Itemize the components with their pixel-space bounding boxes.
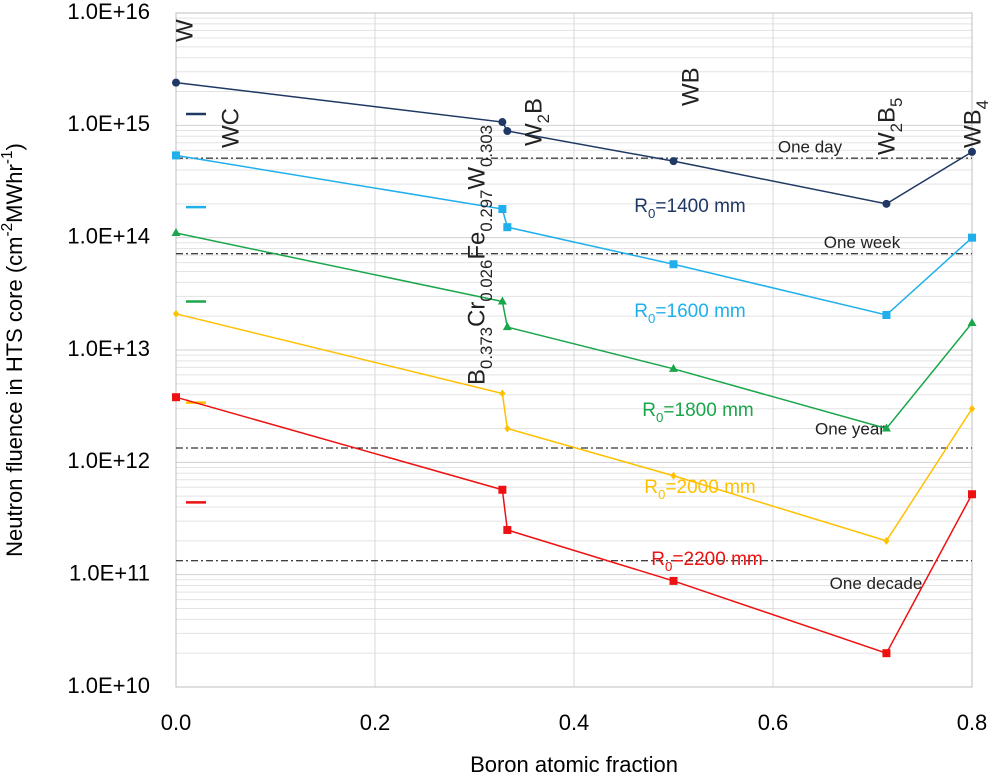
marker [882,199,891,208]
x-tick-label: 0.4 [559,710,590,735]
series-label: R0=1600 mm [634,301,745,326]
marker [669,157,678,166]
series-label: R0=1800 mm [642,400,753,425]
marker [669,260,678,269]
marker [498,204,507,213]
y-tick-label: 1.0E+13 [67,336,150,361]
marker [498,485,507,494]
x-tick-label: 0.0 [161,710,192,735]
compound-label: WB4 [959,100,990,148]
y-tick-label: 1.0E+16 [67,0,150,24]
marker [881,423,891,432]
marker [172,78,180,87]
marker [497,296,507,305]
marker [171,228,181,237]
marker [669,363,678,372]
marker [670,471,677,480]
marker [969,404,975,413]
marker [498,118,507,127]
series-label: R0=2000 mm [644,477,755,502]
y-tick-label: 1.0E+10 [67,673,150,698]
marker [503,127,512,136]
y-tick-label: 1.0E+12 [67,448,150,473]
marker [502,322,512,331]
marker [967,317,977,326]
marker [968,490,976,499]
series-line [175,313,973,542]
x-axis-title: Boron atomic fraction [470,752,678,777]
reference-label: One year [815,420,885,439]
plot-frame [175,12,973,688]
x-tick-label: 0.6 [758,710,789,735]
series-label: R0=2200 mm [651,549,762,574]
marker [172,151,180,160]
marker [503,223,512,232]
series-label: R0=1400 mm [634,196,745,221]
y-tick-label: 1.0E+11 [69,560,150,585]
series-line [175,81,973,205]
marker [882,310,891,319]
marker [503,525,512,534]
marker [172,393,180,402]
series-line [175,154,973,316]
marker [173,309,179,318]
compound-label: WC [217,108,244,148]
reference-label: One day [778,138,843,157]
reference-label: One week [824,233,901,252]
compound-label: W [171,19,198,42]
marker [882,649,891,658]
marker [968,147,976,156]
series-line [175,396,973,655]
y-tick-label: 1.0E+15 [67,111,150,136]
reference-label: One decade [830,574,923,593]
x-tick-label: 0.8 [957,710,988,735]
x-tick-label: 0.2 [360,710,391,735]
y-tick-label: 1.0E+14 [67,223,150,248]
series-line [175,232,973,430]
marker [883,536,890,545]
marker [669,576,678,585]
marker [968,233,976,242]
compound-label: WB [677,67,704,106]
y-axis-title: Neutron fluence in HTS core (cm-2MWhr-1) [0,143,27,557]
compound-label: W2B5 [873,98,906,155]
marker [499,389,506,398]
marker [504,424,511,433]
